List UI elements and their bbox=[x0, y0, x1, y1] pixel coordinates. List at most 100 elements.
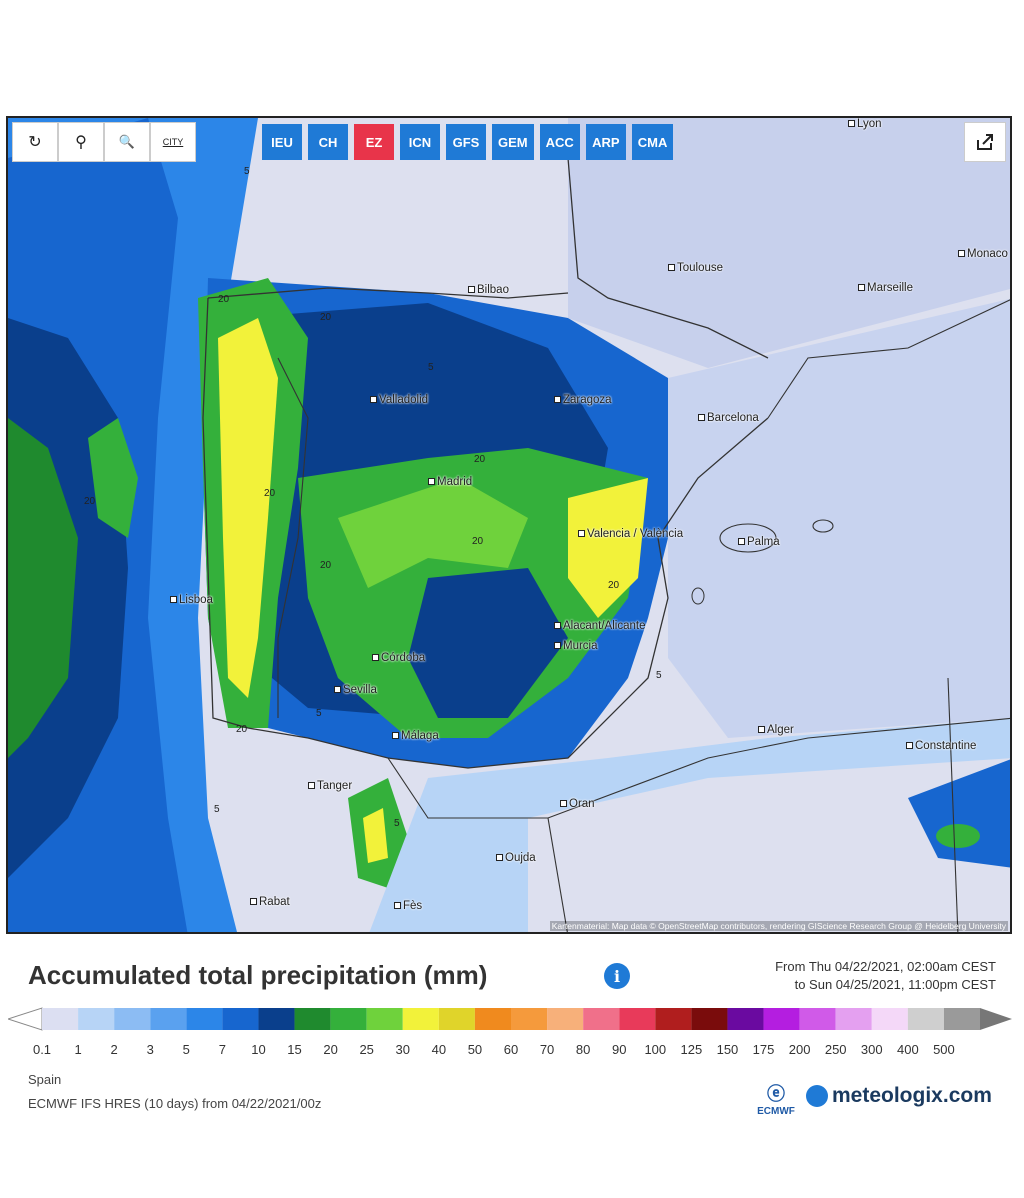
city-marker-icon bbox=[308, 782, 315, 790]
city-label[interactable]: Oujda bbox=[496, 852, 536, 864]
city-label[interactable]: Málaga bbox=[392, 730, 439, 742]
share-icon-glyph bbox=[977, 134, 993, 150]
precipitation-map[interactable]: ↻ ⚲ 🔍 CITY IEU CH EZ ICN GFS GEM ACC ARP CMA Lyo… bbox=[6, 116, 1012, 934]
legend-tick: 40 bbox=[431, 1042, 447, 1057]
city-label[interactable]: Bilbao bbox=[468, 284, 509, 296]
city-marker-icon bbox=[170, 596, 177, 604]
color-legend bbox=[8, 1007, 1012, 1031]
city-name: Palma bbox=[747, 536, 780, 548]
city-marker-icon bbox=[334, 686, 341, 694]
info-icon[interactable]: i bbox=[604, 963, 630, 989]
period-to: to Sun 04/25/2021, 11:00pm CEST bbox=[794, 977, 996, 992]
valid-period: From Thu 04/22/2021, 02:00am CEST to Sun… bbox=[775, 958, 996, 994]
city-marker-icon bbox=[468, 286, 475, 294]
legend-swatch bbox=[655, 1008, 692, 1030]
city-label[interactable]: Rabat bbox=[250, 896, 290, 908]
city-label[interactable]: Fès bbox=[394, 900, 422, 912]
legend-max-arrow bbox=[980, 1008, 1012, 1030]
city-marker-icon bbox=[370, 396, 377, 404]
share-icon[interactable] bbox=[964, 122, 1006, 162]
model-button-ch[interactable]: CH bbox=[308, 124, 348, 160]
legend-tick: 50 bbox=[467, 1042, 483, 1057]
city-label[interactable]: Valladolid bbox=[370, 394, 428, 406]
city-label[interactable]: Madrid bbox=[428, 476, 472, 488]
city-label[interactable]: Zaragoza bbox=[554, 394, 612, 406]
legend-tick: 125 bbox=[680, 1042, 703, 1057]
city-label[interactable]: Barcelona bbox=[698, 412, 759, 424]
city-label[interactable]: Lyon bbox=[848, 118, 882, 130]
precipitation-map-canvas bbox=[8, 118, 1010, 932]
map-toolbar: ↻ ⚲ 🔍 CITY bbox=[12, 122, 196, 162]
model-button-acc[interactable]: ACC bbox=[539, 124, 580, 160]
city-marker-icon bbox=[428, 478, 435, 486]
contour-label: 5 bbox=[656, 670, 662, 681]
city-name: Sevilla bbox=[343, 684, 377, 696]
legend-tick: 0.1 bbox=[32, 1042, 52, 1057]
city-label[interactable]: Monaco bbox=[958, 248, 1008, 260]
city-marker-icon bbox=[906, 742, 913, 750]
city-label[interactable]: Valencia / València bbox=[578, 528, 683, 540]
city-label[interactable]: Alacant/Alicante bbox=[554, 620, 645, 632]
model-button-cma[interactable]: CMA bbox=[631, 124, 674, 160]
model-button-icn[interactable]: ICN bbox=[400, 124, 440, 160]
city-label[interactable]: Tanger bbox=[308, 780, 352, 792]
legend-tick: 3 bbox=[146, 1042, 154, 1057]
city-label[interactable]: Constantine bbox=[906, 740, 976, 752]
city-name: Alacant/Alicante bbox=[563, 620, 646, 632]
city-label[interactable]: Toulouse bbox=[668, 262, 723, 274]
legend-swatch bbox=[186, 1008, 223, 1030]
period-from: From Thu 04/22/2021, 02:00am CEST bbox=[775, 959, 996, 974]
city-name: Murcia bbox=[563, 640, 598, 652]
city-name: Valladolid bbox=[379, 394, 429, 406]
contour-label: 20 bbox=[218, 294, 230, 305]
zoom-icon[interactable]: 🔍 bbox=[104, 122, 150, 162]
map-attribution[interactable]: Kartenmaterial: Map data © OpenStreetMap… bbox=[549, 921, 1008, 931]
ecmwf-label: ECMWF bbox=[757, 1106, 795, 1117]
contour-label: 20 bbox=[608, 580, 620, 591]
legend-swatch bbox=[402, 1008, 439, 1030]
legend-tick: 5 bbox=[182, 1042, 190, 1057]
legend-swatch bbox=[799, 1008, 836, 1030]
city-marker-icon bbox=[394, 902, 401, 910]
model-button-ez[interactable]: EZ bbox=[354, 124, 394, 160]
city-marker-icon bbox=[560, 800, 567, 808]
region-label: Spain bbox=[28, 1072, 62, 1087]
city-label[interactable]: Murcia bbox=[554, 640, 598, 652]
contour-label: 20 bbox=[474, 454, 486, 465]
city-icon[interactable]: CITY bbox=[150, 122, 196, 162]
model-button-gem[interactable]: GEM bbox=[492, 124, 534, 160]
city-name: Lyon bbox=[857, 118, 882, 130]
model-button-gfs[interactable]: GFS bbox=[446, 124, 486, 160]
city-name: Alger bbox=[767, 724, 794, 736]
city-label[interactable]: Córdoba bbox=[372, 652, 425, 664]
city-marker-icon bbox=[372, 654, 379, 662]
city-label[interactable]: Oran bbox=[560, 798, 595, 810]
city-label[interactable]: Alger bbox=[758, 724, 794, 736]
legend-ticks: 0.1 1 2 3 5 7 10 15 20 25 30 40 50 60 70 80 90 100 125 150 1… bbox=[8, 1042, 1012, 1062]
legend-swatch bbox=[871, 1008, 908, 1030]
city-marker-icon bbox=[668, 264, 675, 272]
city-label[interactable]: Palma bbox=[738, 536, 780, 548]
legend-swatch bbox=[691, 1008, 728, 1030]
city-label[interactable]: Lisboa bbox=[170, 594, 213, 606]
chart-title: Accumulated total precipitation (mm) bbox=[28, 960, 488, 990]
model-button-arp[interactable]: ARP bbox=[585, 124, 626, 160]
city-label[interactable]: Sevilla bbox=[334, 684, 377, 696]
city-label[interactable]: Marseille bbox=[858, 282, 913, 294]
legend-tick: 60 bbox=[503, 1042, 519, 1057]
contour-label: 20 bbox=[320, 312, 332, 323]
city-marker-icon bbox=[958, 250, 965, 258]
legend-swatch bbox=[294, 1008, 331, 1030]
location-pin-icon[interactable]: ⚲ bbox=[58, 122, 104, 162]
legend-swatch bbox=[907, 1008, 944, 1030]
legend-tick: 200 bbox=[788, 1042, 811, 1057]
refresh-icon[interactable]: ↻ bbox=[12, 122, 58, 162]
legend-swatch bbox=[42, 1008, 79, 1030]
legend-swatch bbox=[258, 1008, 295, 1030]
model-button-ieu[interactable]: IEU bbox=[262, 124, 302, 160]
meteologix-logo[interactable]: meteologix.com bbox=[806, 1084, 992, 1108]
city-name: Constantine bbox=[915, 740, 977, 752]
legend-tick: 250 bbox=[824, 1042, 847, 1057]
ecmwf-logo[interactable]: ⓔ ECMWF bbox=[750, 1080, 802, 1117]
city-name: Tanger bbox=[317, 780, 353, 792]
